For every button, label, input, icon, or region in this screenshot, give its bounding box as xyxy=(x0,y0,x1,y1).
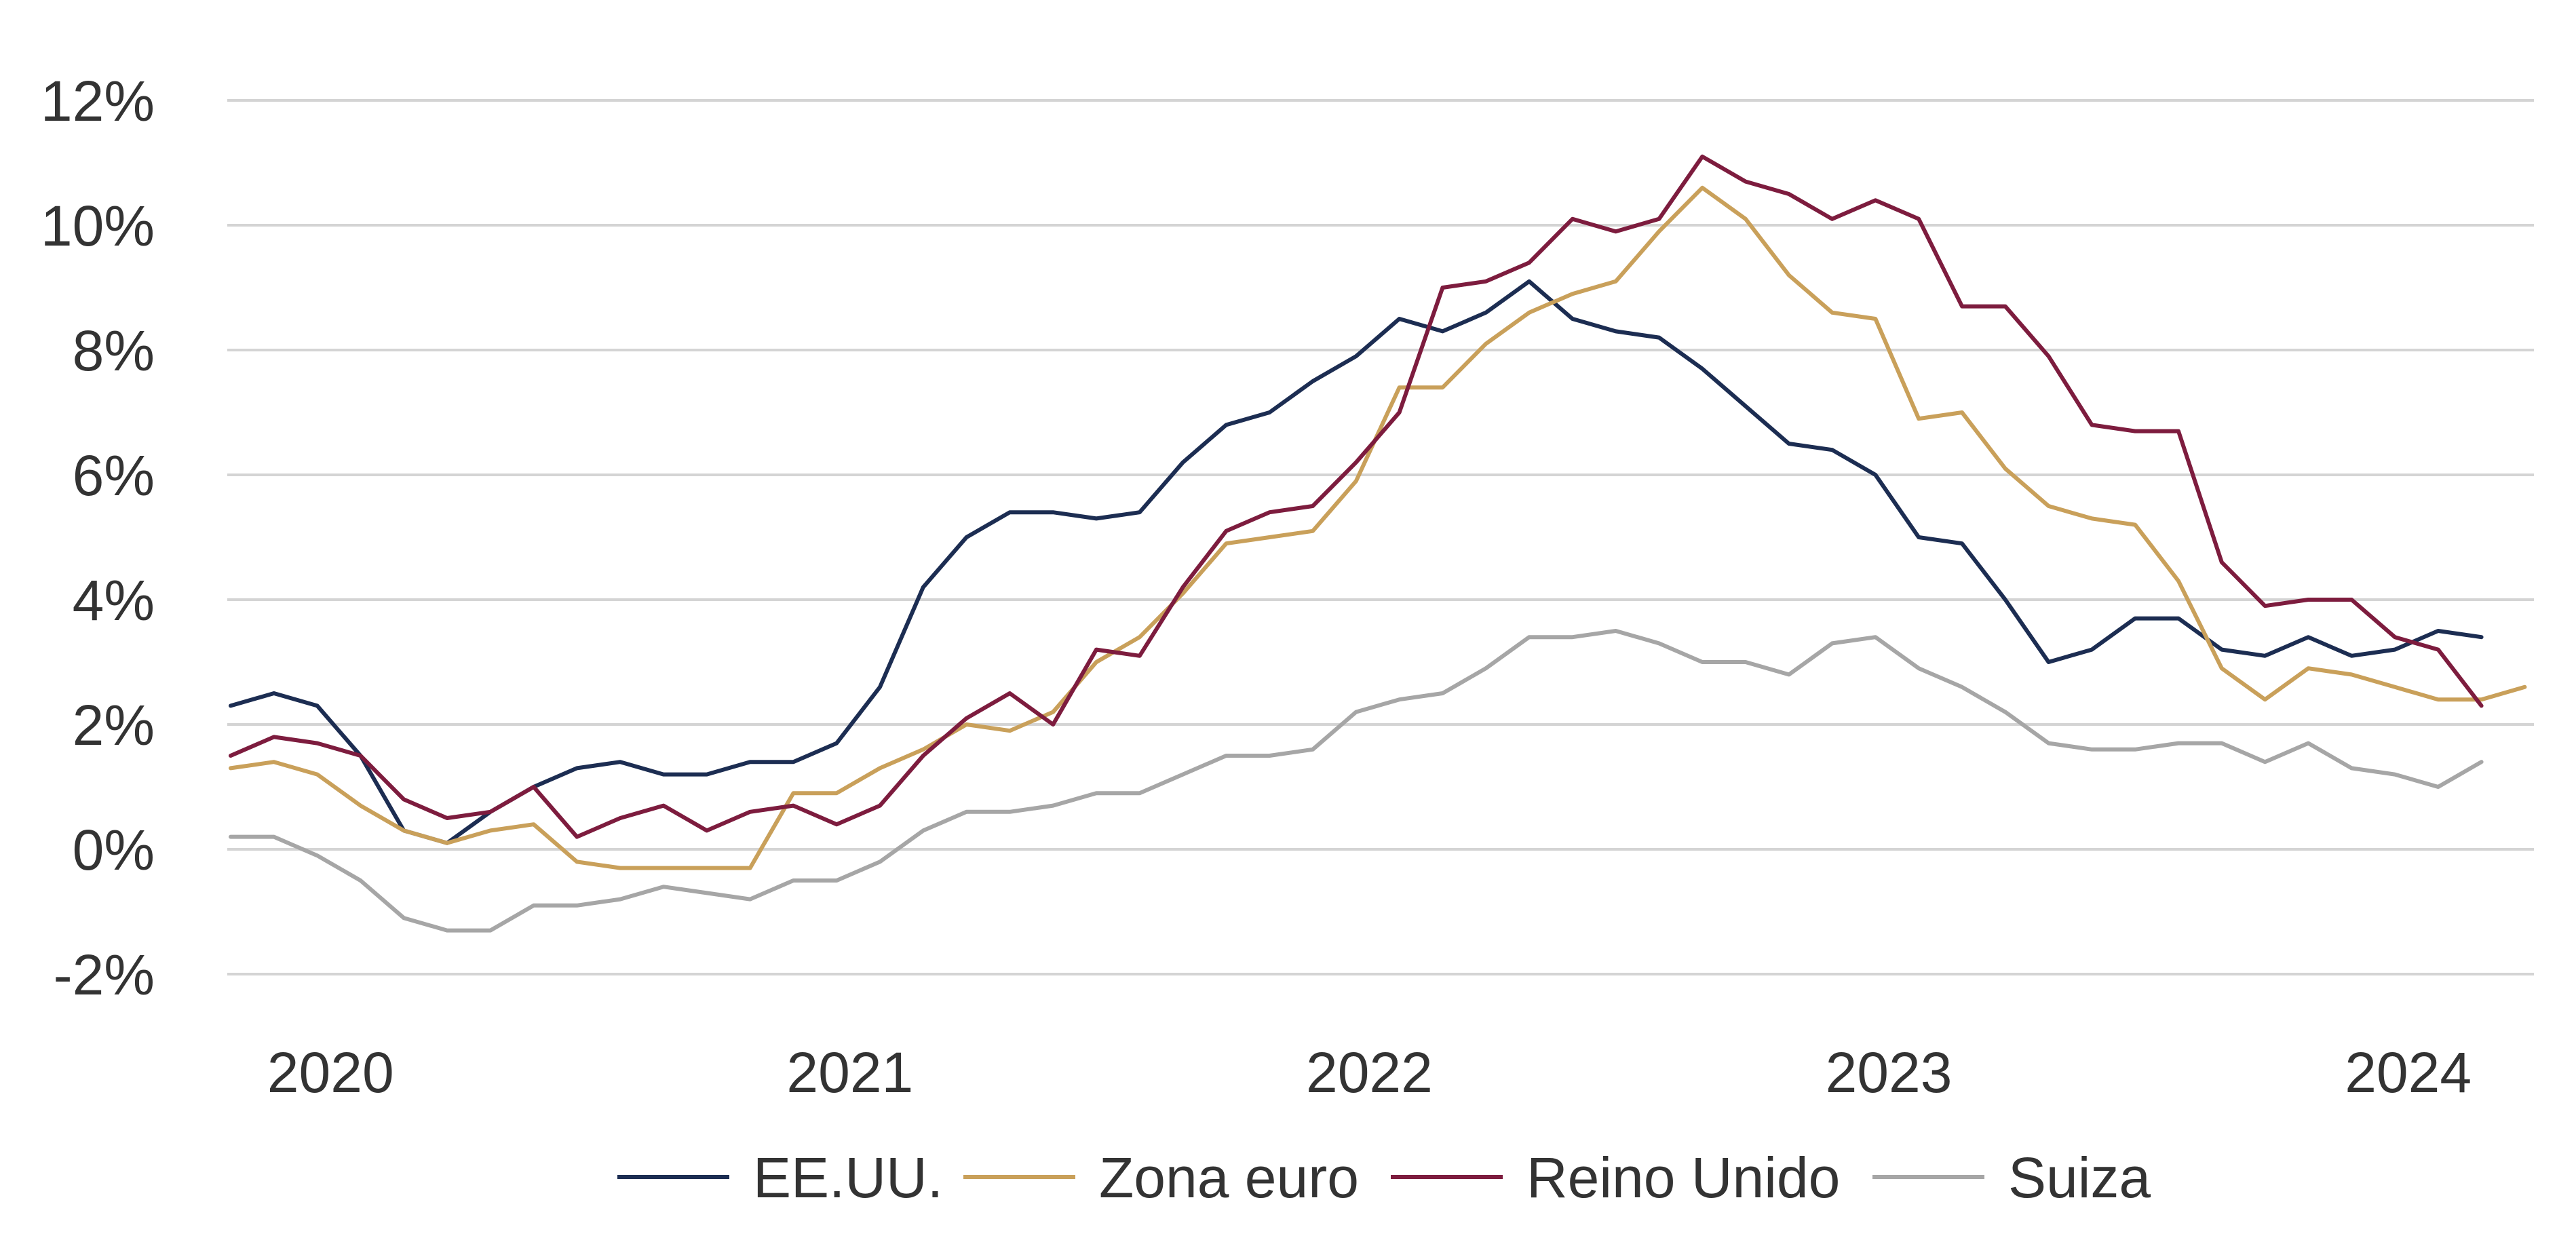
y-tick-label: 12% xyxy=(41,69,155,133)
y-axis-labels: 12% 10% 8% 6% 4% 2% 0% -2% xyxy=(41,69,155,1007)
y-tick-label: -2% xyxy=(54,943,155,1007)
x-tick-label: 2023 xyxy=(1826,1041,1953,1104)
x-tick-label: 2020 xyxy=(267,1041,394,1104)
x-tick-label: 2024 xyxy=(2345,1041,2472,1104)
series-line-3 xyxy=(229,154,2484,839)
y-tick-label: 6% xyxy=(73,444,155,507)
legend: EE.UU. Zona euro Reino Unido Suiza xyxy=(617,1146,2151,1210)
legend-label: Zona euro xyxy=(1099,1146,1359,1210)
legend-label: Suiza xyxy=(2008,1146,2151,1210)
x-axis-labels: 2020 2021 2022 2023 2024 xyxy=(267,1041,2472,1104)
series-line-2 xyxy=(229,185,2527,870)
y-tick-label: 2% xyxy=(73,693,155,757)
y-tick-label: 8% xyxy=(73,319,155,383)
y-tick-label: 4% xyxy=(73,568,155,632)
legend-label: EE.UU. xyxy=(753,1146,943,1210)
gridlines xyxy=(227,99,2534,975)
y-tick-label: 10% xyxy=(41,194,155,258)
x-tick-label: 2021 xyxy=(786,1041,913,1104)
series-lines xyxy=(229,154,2527,933)
series-line-4 xyxy=(229,629,2484,933)
x-tick-label: 2022 xyxy=(1306,1041,1433,1104)
y-tick-label: 0% xyxy=(73,818,155,882)
series-line-1 xyxy=(229,279,2484,845)
legend-label: Reino Unido xyxy=(1526,1146,1840,1210)
